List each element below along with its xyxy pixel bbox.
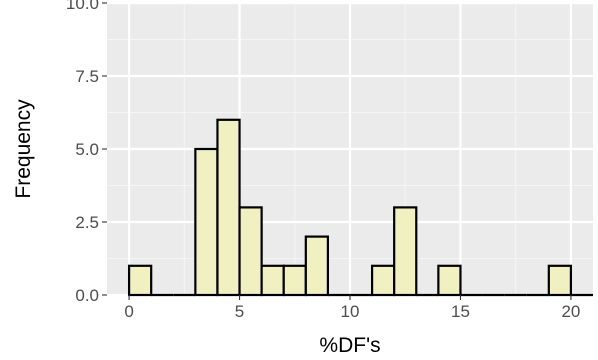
y-tick-label: 7.5 — [75, 67, 99, 86]
histogram-bar — [260, 264, 285, 297]
histogram-bar — [304, 235, 330, 297]
y-axis-title: Frequency — [12, 99, 35, 199]
x-tick-label: 10 — [341, 302, 360, 321]
y-tick-label: 10.0 — [66, 0, 99, 13]
y-tick-label: 5.0 — [75, 140, 99, 159]
x-axis-title: %DF's — [319, 334, 380, 357]
histogram-bar — [393, 206, 418, 297]
histogram-bar — [437, 264, 462, 297]
histogram-bar — [194, 147, 219, 297]
x-tick-label: 20 — [561, 302, 580, 321]
x-tick-label: 15 — [451, 302, 470, 321]
histogram-bar — [370, 264, 396, 297]
y-tick-label: 2.5 — [75, 213, 99, 232]
histogram-bar — [547, 264, 573, 297]
histogram-bar — [282, 264, 307, 297]
histogram-bar — [216, 118, 241, 297]
y-tick-label: 0.0 — [75, 286, 99, 305]
histogram-bar — [127, 264, 153, 297]
histogram-bar — [238, 206, 263, 297]
x-tick-label: 5 — [235, 302, 244, 321]
x-tick-label: 0 — [124, 302, 133, 321]
